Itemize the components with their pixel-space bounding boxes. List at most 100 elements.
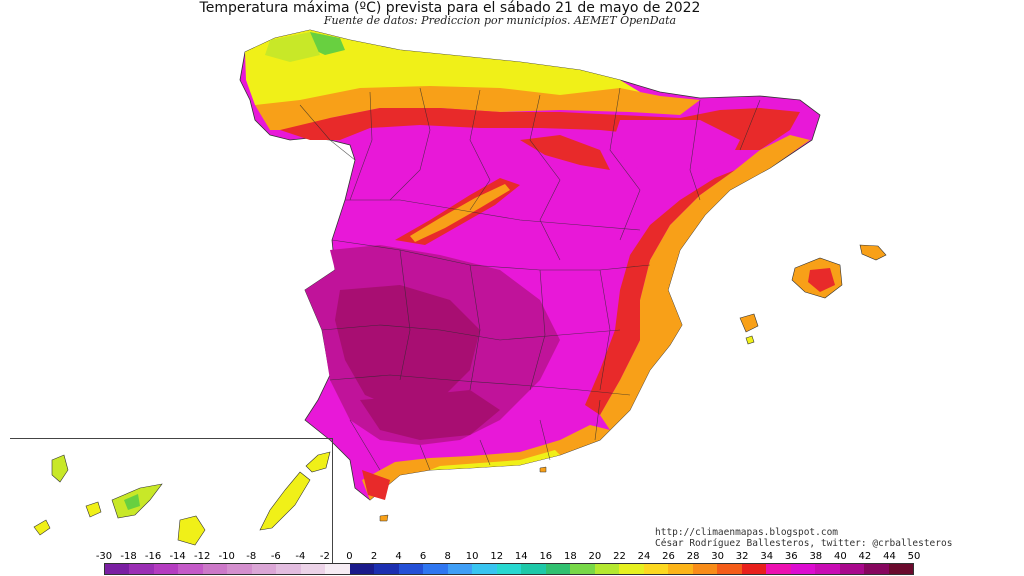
scale-label: 44 <box>883 551 896 562</box>
scale-swatch <box>227 564 252 574</box>
scale-swatch <box>741 564 767 574</box>
scale-swatch <box>423 564 448 574</box>
lanzarote <box>305 451 331 473</box>
galicia-green-zone <box>310 32 345 55</box>
ebro-magenta-zone <box>610 120 740 175</box>
scale-swatch <box>202 564 228 574</box>
scale-label: -12 <box>194 551 211 562</box>
scale-swatch <box>129 564 154 574</box>
scale-label: 30 <box>711 551 724 562</box>
tenerife-green-zone <box>124 494 140 510</box>
scale-swatch <box>815 564 840 574</box>
balearic-islands <box>739 244 887 345</box>
canary-islands <box>33 451 331 546</box>
scale-swatch <box>839 564 865 574</box>
scale-label: 24 <box>637 551 651 562</box>
map-subtitle: Fuente de datos: Prediccion por municipi… <box>323 14 677 27</box>
scale-label: 50 <box>907 551 921 562</box>
north-red-zone <box>280 108 800 150</box>
credit-url: http://climaenmapas.blogspot.com <box>655 527 839 538</box>
east-coast-orange-zone <box>600 135 810 430</box>
spain-mainland <box>239 29 821 501</box>
scale-swatch <box>521 564 546 574</box>
color-scale-bar <box>104 563 914 575</box>
scale-label: 8 <box>444 551 451 562</box>
scale-swatch <box>545 564 571 574</box>
scale-swatch <box>276 564 301 574</box>
scale-swatch <box>570 564 595 574</box>
scale-label: -6 <box>270 551 281 562</box>
scale-label: -2 <box>319 551 330 562</box>
scale-swatch <box>447 564 473 574</box>
scale-label: 4 <box>395 551 402 562</box>
canary-inset-frame <box>10 438 333 565</box>
galicia-yellow-green-zone <box>265 32 320 62</box>
southwest-maroon-zone <box>335 285 480 410</box>
scale-swatch <box>300 564 326 574</box>
scale-label: -10 <box>218 551 235 562</box>
scale-swatch <box>864 564 889 574</box>
guadalquivir-maroon-zone <box>360 390 500 440</box>
scale-label: 26 <box>662 551 675 562</box>
scale-swatch <box>105 564 130 574</box>
scale-label: 36 <box>784 551 798 562</box>
scale-swatch <box>692 564 718 574</box>
melilla <box>539 466 547 473</box>
scale-swatch <box>496 564 522 574</box>
scale-swatch <box>178 564 203 574</box>
east-coast-red-zone <box>585 170 735 415</box>
south-coast-orange-zone <box>362 425 610 500</box>
gran-canaria <box>177 515 206 546</box>
scale-label: 18 <box>563 551 577 562</box>
menorca <box>859 244 887 261</box>
color-scale-labels: -30 -18 -16 -14 -12 -10 -8 -6 -4 -2 0 2 4 6 8 10 12 14 16 1… <box>0 551 1024 563</box>
north-orange-zone <box>255 86 700 130</box>
scale-swatch <box>668 564 693 574</box>
central-system-orange-band <box>410 184 510 242</box>
scale-label: -4 <box>295 551 306 562</box>
iberian-system-red-band <box>520 135 610 170</box>
scale-swatch <box>643 564 669 574</box>
scale-label: 10 <box>465 551 479 562</box>
scale-label: 12 <box>490 551 504 562</box>
scale-label: -16 <box>144 551 162 562</box>
gibraltar-red-zone <box>362 470 390 500</box>
scale-swatch <box>153 564 179 574</box>
scale-label: -18 <box>120 551 137 562</box>
scale-swatch <box>888 564 913 574</box>
scale-label: 38 <box>809 551 823 562</box>
map-title: Temperatura máxima (ºC) prevista para el… <box>199 0 701 16</box>
scale-swatch <box>766 564 791 574</box>
scale-swatch <box>594 564 620 574</box>
scale-swatch <box>398 564 424 574</box>
scale-label: 32 <box>735 551 749 562</box>
scale-label: 20 <box>588 551 602 562</box>
mallorca-red-zone <box>808 268 835 292</box>
la-gomera <box>85 501 102 518</box>
scale-label: 2 <box>370 551 378 562</box>
la-palma <box>51 454 69 483</box>
scale-label: 34 <box>760 551 774 562</box>
ibiza <box>739 313 759 333</box>
scale-label: 40 <box>833 551 847 562</box>
scale-swatch <box>325 564 350 574</box>
scale-label: 16 <box>539 551 553 562</box>
scale-swatch <box>619 564 644 574</box>
scale-label: 22 <box>613 551 626 562</box>
south-coast-yellow-zone <box>430 450 560 470</box>
scale-label: 14 <box>514 551 528 562</box>
ceuta <box>379 514 389 522</box>
scale-swatch <box>251 564 277 574</box>
scale-label: -8 <box>246 551 257 562</box>
scale-label: -30 <box>95 551 113 562</box>
scale-swatch <box>790 564 816 574</box>
scale-swatch <box>472 564 497 574</box>
el-hierro <box>33 519 51 536</box>
province-borders <box>299 87 761 471</box>
scale-label: 0 <box>346 551 353 562</box>
scale-swatch <box>374 564 399 574</box>
scale-label: -14 <box>169 551 186 562</box>
formentera <box>745 335 755 345</box>
scale-label: 6 <box>419 551 427 562</box>
